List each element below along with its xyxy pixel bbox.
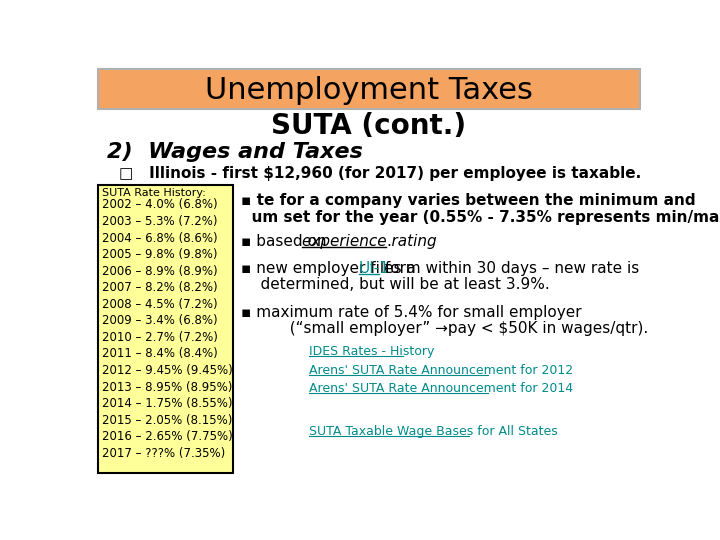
Text: IDES Rates - History: IDES Rates - History [309,345,434,357]
Text: experience rating: experience rating [302,234,437,249]
Text: 2012 – 9.45% (9.45%): 2012 – 9.45% (9.45%) [102,364,233,377]
Text: 2016 – 2.65% (7.75%): 2016 – 2.65% (7.75%) [102,430,233,443]
Text: um set for the year (0.55% - 7.35% represents min/max for: um set for the year (0.55% - 7.35% repre… [241,210,720,225]
Text: SUTA Taxable Wage Bases for All States: SUTA Taxable Wage Bases for All States [309,425,557,438]
Text: ▪ new employer files a: ▪ new employer files a [241,261,421,276]
Text: Arens' SUTA Rate Announcement for 2012: Arens' SUTA Rate Announcement for 2012 [309,364,572,377]
Text: 2010 – 2.7% (7.2%): 2010 – 2.7% (7.2%) [102,331,217,344]
Text: 2008 – 4.5% (7.2%): 2008 – 4.5% (7.2%) [102,298,217,311]
Text: 2)  Wages and Taxes: 2) Wages and Taxes [107,142,363,162]
Text: Arens' SUTA Rate Announcement for 2014: Arens' SUTA Rate Announcement for 2014 [309,382,572,395]
FancyBboxPatch shape [98,69,640,109]
Text: SUTA Rate History:: SUTA Rate History: [102,188,205,198]
Text: 2006 – 8.9% (8.9%): 2006 – 8.9% (8.9%) [102,265,217,278]
Text: form within 30 days – new rate is: form within 30 days – new rate is [380,261,639,276]
Text: SUTA (cont.): SUTA (cont.) [271,112,467,140]
Text: ▪ te for a company varies between the minimum and: ▪ te for a company varies between the mi… [241,193,696,208]
Text: 2017 – ???% (7.35%): 2017 – ???% (7.35%) [102,447,225,460]
Text: ▪ maximum rate of 5.4% for small employer: ▪ maximum rate of 5.4% for small employe… [241,305,582,320]
Text: 2009 – 3.4% (6.8%): 2009 – 3.4% (6.8%) [102,314,217,327]
Text: 2013 – 8.95% (8.95%): 2013 – 8.95% (8.95%) [102,381,232,394]
Text: Unemployment Taxes: Unemployment Taxes [205,76,533,105]
Text: ▪ based on: ▪ based on [241,234,331,249]
Text: 2003 – 5.3% (7.2%): 2003 – 5.3% (7.2%) [102,215,217,228]
Text: .: . [387,234,392,249]
Text: 2015 – 2.05% (8.15%): 2015 – 2.05% (8.15%) [102,414,232,427]
Text: 2002 – 4.0% (6.8%): 2002 – 4.0% (6.8%) [102,198,217,212]
Text: □   Illinois - first $12,960 (for 2017) per employee is taxable.: □ Illinois - first $12,960 (for 2017) pe… [120,166,642,181]
Text: 2014 – 1.75% (8.55%): 2014 – 1.75% (8.55%) [102,397,232,410]
Text: 2005 – 9.8% (9.8%): 2005 – 9.8% (9.8%) [102,248,217,261]
Text: (“small employer” →pay < $50K in wages/qtr).: (“small employer” →pay < $50K in wages/q… [241,321,649,336]
Text: 2007 – 8.2% (8.2%): 2007 – 8.2% (8.2%) [102,281,217,294]
Text: 2011 – 8.4% (8.4%): 2011 – 8.4% (8.4%) [102,347,217,360]
Text: 2004 – 6.8% (8.6%): 2004 – 6.8% (8.6%) [102,232,217,245]
FancyBboxPatch shape [98,185,233,473]
Text: determined, but will be at least 3.9%.: determined, but will be at least 3.9%. [241,276,550,292]
Text: UI-1: UI-1 [359,261,390,276]
